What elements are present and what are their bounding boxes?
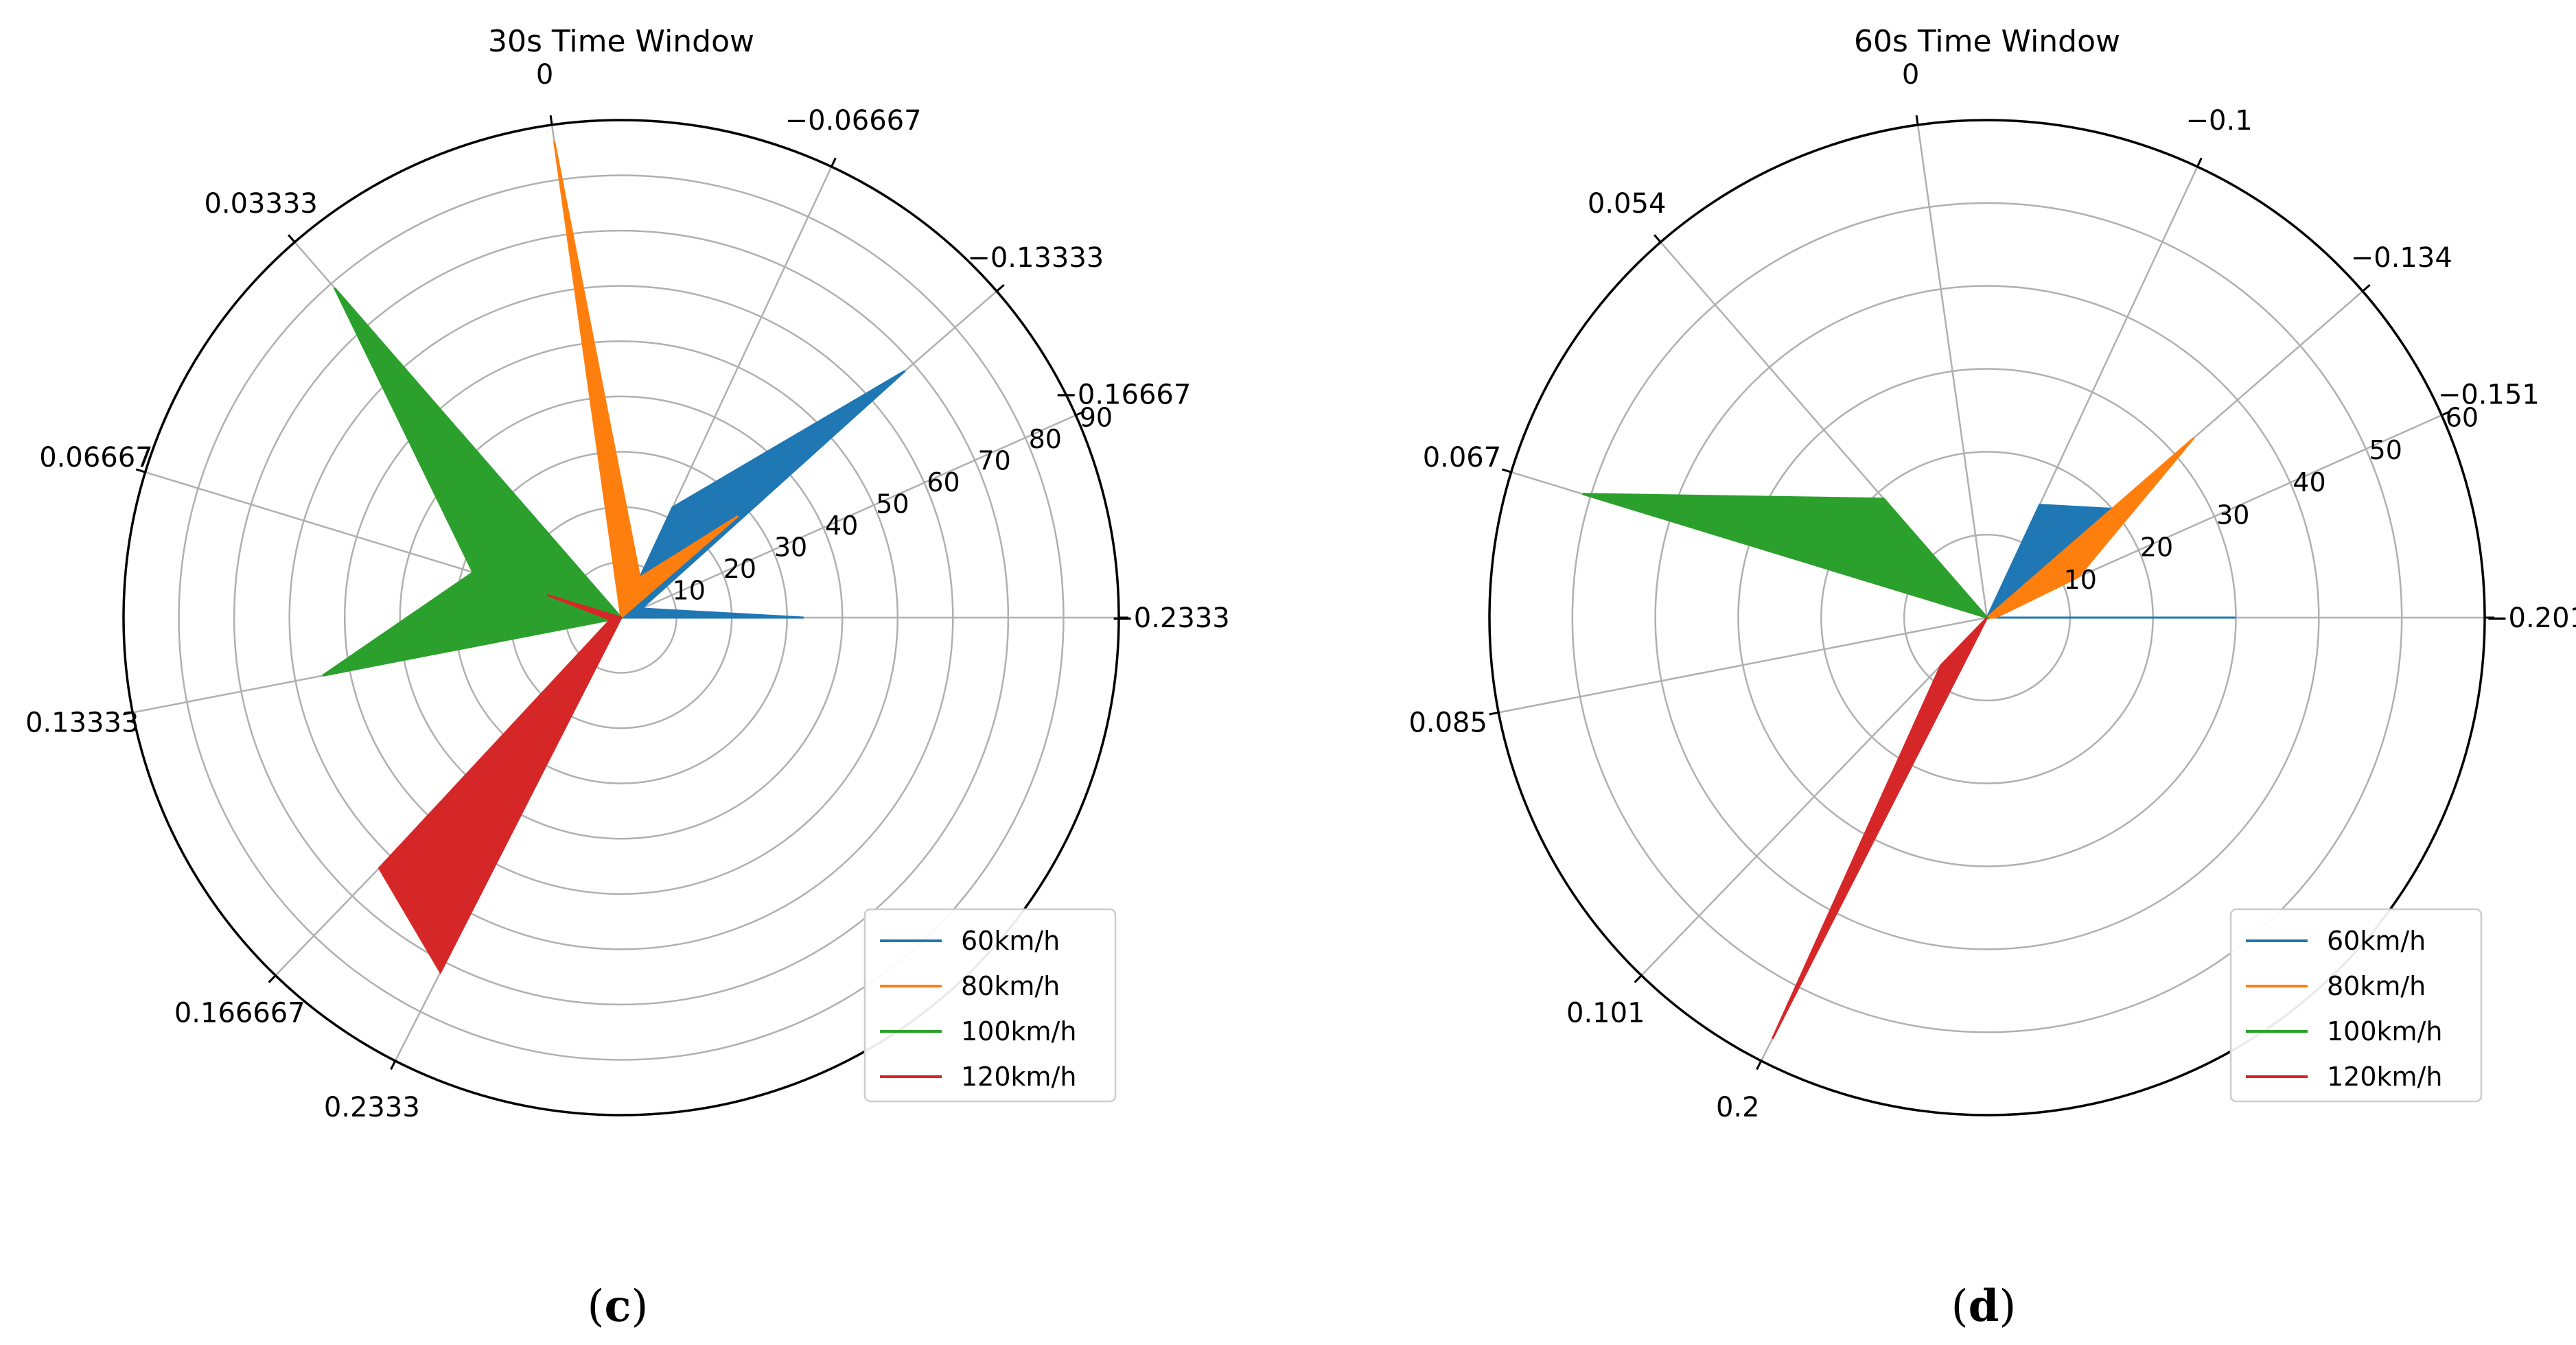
series-120km-per-h-area (1771, 616, 1988, 1040)
radial-tick-label: 20 (2140, 533, 2173, 563)
radial-tick-label: 60 (2446, 403, 2479, 433)
series-80km-per-h-area (1984, 437, 2195, 619)
radial-tick-label: 10 (2064, 565, 2097, 595)
angle-label: −0.1 (2186, 105, 2253, 137)
angle-label: 0.2 (1716, 1092, 1760, 1123)
legend-label: 100km/h (2327, 1016, 2442, 1046)
legend-box (863, 908, 1117, 1103)
panel-caption: (d) (1951, 1280, 2017, 1332)
angle-tick (2196, 157, 2203, 167)
radial-tick-label: 50 (876, 489, 909, 519)
spoke-line (1640, 617, 1988, 976)
angle-label: −0.16667 (1054, 379, 1191, 411)
legend-label: 60km/h (2327, 926, 2426, 956)
radial-tick-label: 30 (774, 533, 807, 563)
radial-tick-label: 80 (1029, 424, 1062, 454)
spoke-line (1498, 616, 1988, 714)
radial-tick-label: 70 (977, 446, 1010, 476)
angle-label: 0.085 (1408, 707, 1487, 739)
angle-label: −0.151 (2438, 379, 2540, 411)
angle-label: −0.201 (2485, 603, 2576, 634)
angle-tick (1756, 1060, 1763, 1071)
angle-label: −0.06667 (785, 105, 922, 137)
radial-tick-label: 30 (2216, 500, 2249, 530)
series-120km-per-h-area (378, 594, 623, 974)
angle-label: −0.2333 (1111, 603, 1229, 634)
angle-tick (390, 1060, 397, 1071)
angle-tick (135, 468, 146, 473)
angle-tick (1075, 410, 1085, 417)
angle-tick (1915, 115, 1919, 126)
angle-tick (2362, 284, 2371, 292)
angle-tick (1489, 711, 1499, 716)
radial-tick-label: 10 (673, 575, 706, 605)
radar-chart-d: 60s Time Window −0.201 −0.151 −0.134 −0.1 0 0.… (1408, 24, 2576, 1332)
angle-tick (1634, 974, 1643, 983)
angle-label: 0.166667 (174, 997, 305, 1029)
angle-label: 0.03333 (204, 188, 317, 220)
angle-label: 0.101 (1566, 997, 1645, 1029)
angle-label: 0 (1902, 59, 1919, 91)
legend-label: 120km/h (2327, 1062, 2442, 1092)
chart-title: 60s Time Window (1854, 24, 2120, 59)
angle-tick (268, 974, 277, 983)
angle-tick (549, 115, 553, 126)
spoke-line (1916, 124, 1988, 618)
radial-tick-label: 20 (723, 554, 756, 584)
series-100km-per-h-area (1582, 493, 1991, 620)
legend-label: 80km/h (961, 971, 1060, 1001)
angle-label: 0.13333 (25, 707, 139, 739)
radial-tick-label: 90 (1080, 403, 1113, 433)
legend-label: 120km/h (961, 1062, 1076, 1092)
series-100km-per-h-area (322, 287, 623, 677)
angle-label: −0.134 (2351, 242, 2452, 274)
panel-caption: (c) (588, 1280, 649, 1332)
angle-label: 0.067 (1423, 442, 1502, 473)
angle-tick (288, 234, 296, 243)
radar-chart-c: 30s Time Window −0.2333 −0.16667 −0.13333 −0… (25, 24, 1230, 1332)
angle-label: −0.13333 (967, 242, 1104, 274)
angle-tick (2441, 410, 2451, 417)
angle-label: 0.054 (1588, 188, 1667, 220)
angle-tick (123, 711, 133, 716)
series-80km-per-h-area (553, 141, 739, 620)
radial-tick-label: 40 (825, 511, 858, 541)
angle-label: 0 (536, 59, 553, 91)
angle-tick (831, 157, 837, 167)
radial-tick-label: 40 (2293, 467, 2325, 498)
angle-label: 0.06667 (39, 442, 152, 473)
series-60km-per-h-area (1984, 504, 2236, 619)
legend-box (2229, 908, 2483, 1103)
spoke-line (620, 414, 1076, 619)
angle-tick (996, 284, 1005, 292)
legend-label: 100km/h (961, 1016, 1076, 1046)
legend-label: 60km/h (961, 926, 1060, 956)
angle-tick (1653, 234, 1662, 243)
radial-tick-label: 50 (2369, 435, 2402, 465)
radial-tick-label: 60 (927, 467, 960, 498)
angle-tick (1501, 468, 1512, 473)
angle-label: 0.2333 (324, 1092, 420, 1123)
chart-title: 30s Time Window (488, 24, 754, 59)
legend-label: 80km/h (2327, 971, 2426, 1001)
